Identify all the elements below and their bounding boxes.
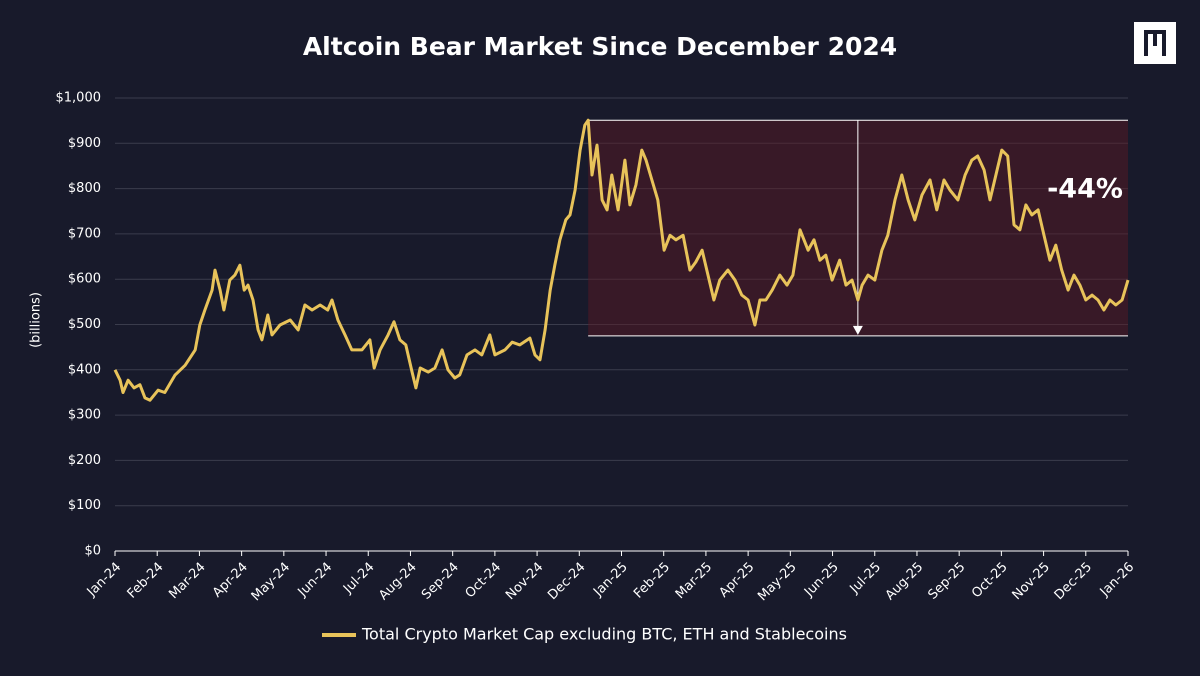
y-tick-label: $800 (68, 181, 101, 196)
chart-title: Altcoin Bear Market Since December 2024 (303, 32, 897, 61)
line (113, 118, 1130, 402)
y-axis-label: (billions) (29, 292, 44, 348)
y-tick-label: $700 (68, 226, 101, 241)
y-tick-label: $0 (84, 544, 101, 559)
y-tick-label: $900 (68, 136, 101, 151)
arrow-head (852, 325, 863, 335)
y-tick-label: $400 (68, 362, 101, 377)
annotation: -44% (1047, 174, 1123, 205)
y-tick-label: $600 (68, 272, 101, 287)
y-tick-label: $500 (68, 317, 101, 332)
logo (1134, 22, 1176, 64)
y-tick-label: $100 (68, 498, 101, 513)
legend-label: Total Crypto Market Cap excluding BTC, E… (361, 625, 847, 644)
y-tick-label: $1,000 (56, 91, 102, 106)
y-tick-label: $200 (68, 453, 101, 468)
y-tick-label: $300 (68, 408, 101, 423)
